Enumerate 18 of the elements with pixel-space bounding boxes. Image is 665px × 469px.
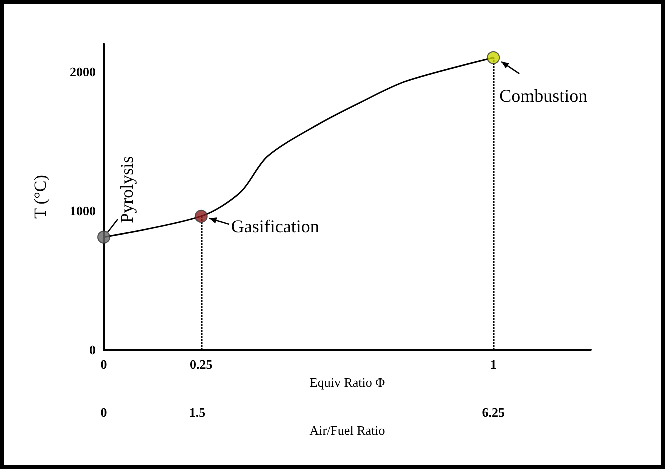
- y-tick-label: 1000: [70, 203, 96, 218]
- annotation: Gasification: [231, 216, 320, 236]
- x-tick-label: 0: [100, 357, 108, 372]
- point: [98, 230, 110, 244]
- x2-tick-label: 6.25: [482, 405, 506, 420]
- point: [194, 210, 208, 223]
- x2-tick-label: 0: [100, 405, 108, 420]
- point: [487, 51, 500, 64]
- y-axis-title: T (°C): [31, 175, 50, 219]
- y-tick-label: 0: [90, 342, 96, 358]
- annotation: Combustion: [500, 86, 588, 106]
- x-tick-label: 1: [490, 357, 497, 372]
- annotation: Pyrolysis: [117, 156, 137, 224]
- x2-tick-label: 1.5: [189, 405, 206, 420]
- x2-axis-title: Air/Fuel Ratio: [310, 422, 386, 438]
- x-tick-label: 0.25: [190, 357, 214, 372]
- y-tick-label: 2000: [70, 64, 96, 80]
- x-axis-title: Equiv Ratio Φ: [310, 374, 386, 390]
